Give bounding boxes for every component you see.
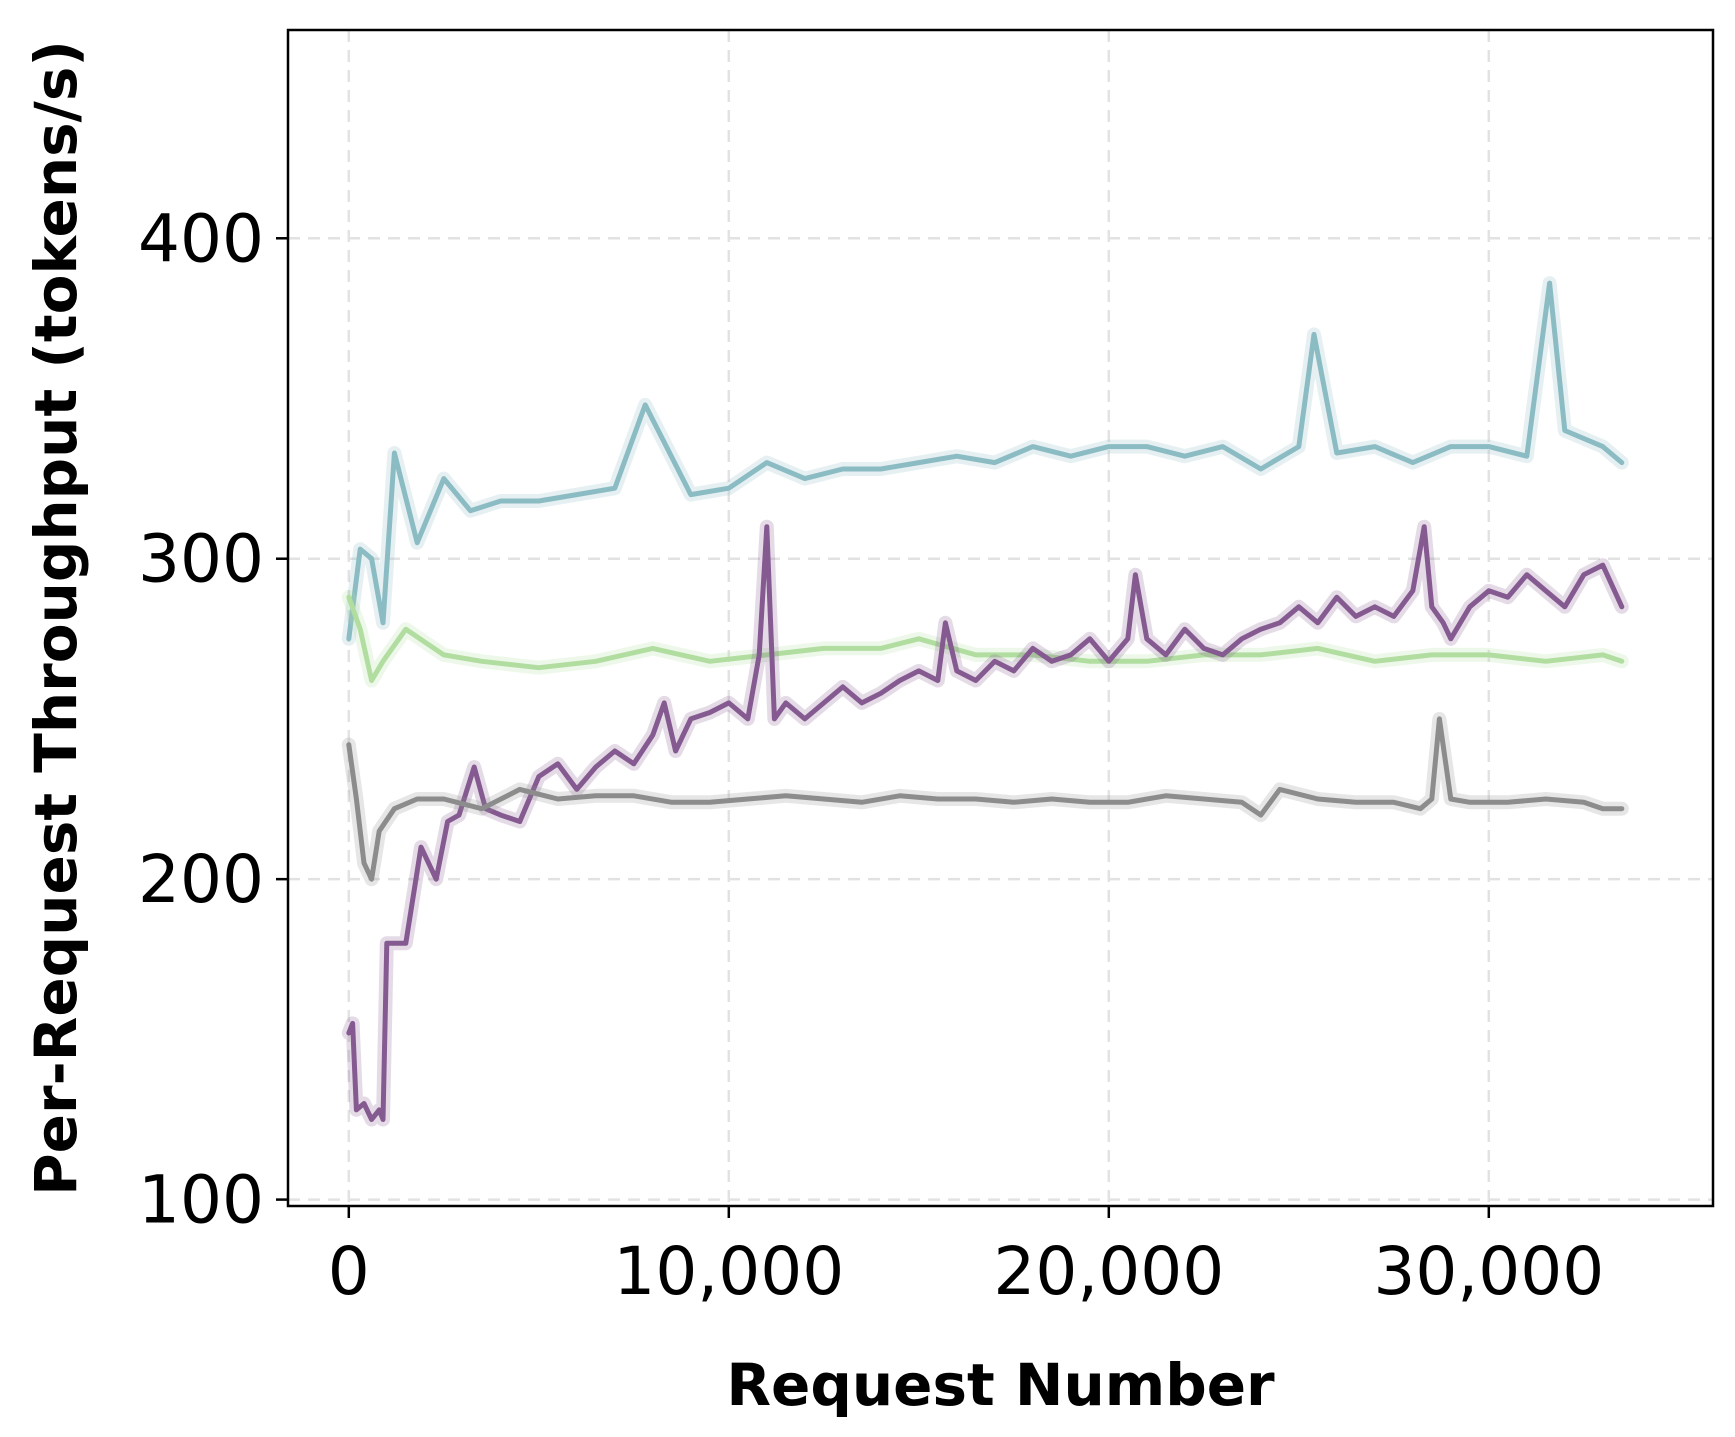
- y-tick-label: 400: [138, 200, 264, 277]
- series-line-1: [346, 594, 1625, 683]
- axes: 0 10,000 20,000 30,000 100 200 300 400: [138, 200, 1604, 1310]
- x-tick-label: 30,000: [1373, 1233, 1604, 1310]
- series-line-2: [346, 524, 1625, 1122]
- x-tick-label: 10,000: [613, 1233, 844, 1310]
- x-tick-label: 0: [328, 1233, 370, 1310]
- y-tick-label: 300: [138, 521, 264, 598]
- x-tick-label: 20,000: [993, 1233, 1224, 1310]
- y-tick-label: 100: [138, 1162, 264, 1239]
- x-axis-label: Request Number: [726, 1351, 1275, 1419]
- series-line-0: [346, 280, 1625, 642]
- series-band-2: [341, 519, 1629, 1127]
- y-axis-label: Per-Request Throughput (tokens/s): [22, 40, 90, 1196]
- series-layer: [341, 276, 1629, 1127]
- series-line-3: [346, 716, 1625, 882]
- grid-lines: [288, 30, 1713, 1206]
- y-tick-label: 200: [138, 841, 264, 918]
- plot-frame: [286, 28, 1715, 1208]
